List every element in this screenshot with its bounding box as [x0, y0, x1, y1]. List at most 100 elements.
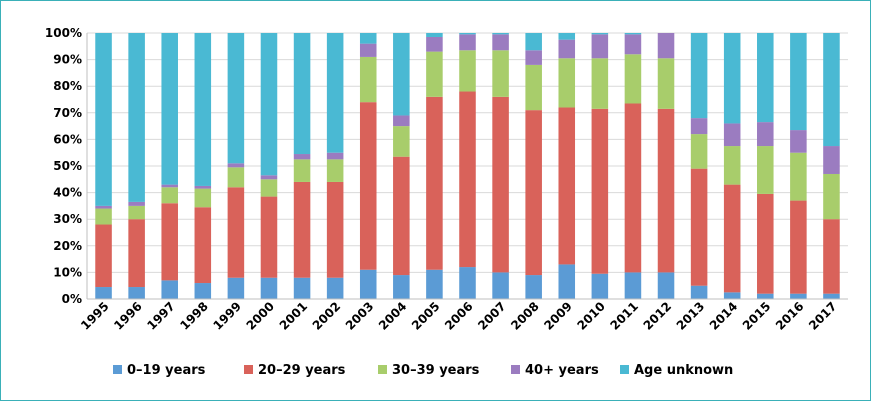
bar-segment [227, 277, 245, 299]
bar-segment [194, 283, 212, 299]
bar-segment [492, 272, 509, 299]
bar-segment [790, 200, 807, 294]
bar-segment [591, 108, 609, 274]
y-tick-label: 10% [53, 265, 82, 279]
y-tick-label: 30% [53, 212, 82, 226]
axes [86, 33, 848, 300]
bar-segment [393, 275, 410, 299]
x-tick-label: 2009 [541, 299, 575, 333]
bar-segment [823, 219, 840, 294]
x-tick-label: 2013 [674, 299, 708, 333]
x-tick-label: 1999 [210, 299, 244, 333]
bar-segment [525, 33, 542, 51]
bar-segment [426, 33, 443, 37]
bar-segment [359, 43, 377, 57]
bar-segment [95, 224, 112, 288]
legend-swatch [378, 365, 387, 374]
bar-segment [657, 272, 675, 299]
bars [95, 33, 840, 299]
bar-segment [359, 56, 377, 103]
y-tick-label: 50% [53, 159, 82, 173]
legend-item: 0–19 years [113, 363, 206, 378]
x-tick-label: 2011 [608, 299, 642, 333]
bar-segment [823, 33, 840, 147]
bar-segment [624, 54, 642, 104]
legend-swatch [113, 365, 122, 374]
bar-segment [790, 130, 807, 153]
bar-segment [161, 184, 178, 188]
bar-segment [757, 293, 774, 299]
bar-segment [194, 33, 212, 186]
bar-segment [359, 33, 377, 44]
bar-segment [591, 34, 609, 59]
x-tick-label: 2014 [707, 299, 741, 333]
bar-segment [624, 272, 642, 299]
x-tick-label: 2000 [244, 299, 278, 333]
bar-segment [194, 207, 212, 284]
x-tick-label: 2015 [740, 299, 774, 333]
bar-segment [723, 184, 741, 293]
bar-segment [823, 293, 840, 299]
bar-segment [393, 33, 410, 116]
bar-segment [161, 280, 178, 299]
bar-segment [757, 146, 774, 194]
bar-segment [657, 58, 675, 109]
bar-segment [128, 219, 145, 288]
y-tick-label: 40% [53, 186, 82, 200]
bar-segment [426, 96, 443, 270]
legend-label: 0–19 years [127, 363, 206, 378]
bar-segment [558, 58, 576, 108]
bar-segment [723, 292, 741, 299]
legend-label: 30–39 years [392, 363, 480, 378]
bar-segment [823, 173, 840, 220]
bar-segment [128, 33, 145, 202]
bar-segment [128, 201, 145, 206]
y-tick-label: 70% [53, 106, 82, 120]
x-tick-label: 1995 [78, 299, 112, 333]
bar-segment [161, 203, 178, 281]
bar-segment [260, 175, 278, 180]
bar-segment [128, 205, 145, 220]
bar-segment [95, 208, 112, 225]
bar-segment [393, 126, 410, 157]
x-tick-label: 2012 [641, 299, 675, 333]
bar-segment [591, 273, 609, 299]
bar-segment [459, 50, 476, 92]
bar-segment [359, 269, 377, 299]
y-tick-label: 20% [53, 239, 82, 253]
bar-segment [393, 115, 410, 127]
bar-segment [326, 159, 344, 182]
bar-segment [293, 277, 311, 299]
y-tick-label: 60% [53, 132, 82, 146]
bar-segment [95, 33, 112, 206]
bar-segment [591, 58, 609, 109]
bar-segment [293, 181, 311, 278]
bar-segment [757, 33, 774, 123]
legend-swatch [511, 365, 520, 374]
bar-segment [690, 33, 708, 119]
bar-segment [624, 103, 642, 273]
legend-label: Age unknown [634, 363, 733, 378]
bar-segment [657, 108, 675, 273]
x-tick-label: 2008 [508, 299, 542, 333]
bar-segment [690, 118, 708, 135]
bar-segment [293, 33, 311, 155]
bar-segment [823, 146, 840, 174]
legend-label: 40+ years [525, 363, 599, 378]
bar-segment [558, 264, 576, 299]
bar-segment [459, 34, 476, 51]
bar-segment [657, 33, 675, 59]
bar-segment [326, 181, 344, 278]
bar-segment [260, 179, 278, 197]
x-tick-label: 1997 [144, 299, 178, 333]
bar-segment [525, 50, 542, 65]
bar-segment [790, 152, 807, 201]
bar-segment [161, 187, 178, 204]
bar-segment [723, 123, 741, 147]
x-tick-label: 2005 [409, 299, 443, 333]
legend-item: 40+ years [511, 363, 599, 378]
bar-segment [426, 51, 443, 97]
y-tick-label: 90% [53, 53, 82, 67]
legend-item: Age unknown [620, 363, 733, 378]
